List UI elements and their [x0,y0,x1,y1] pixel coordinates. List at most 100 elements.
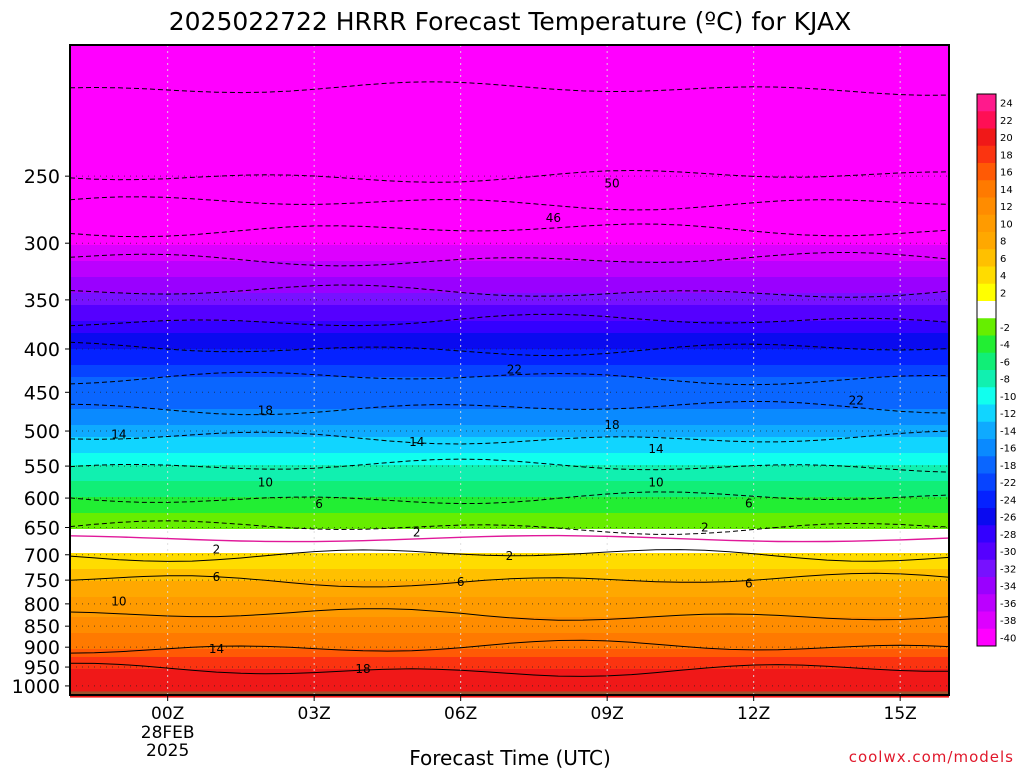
temperature-band [70,617,949,622]
chart-title: 2025022722 HRRR Forecast Temperature (ºC… [169,7,851,36]
isotherm-line [69,639,950,654]
colorbar-label: -40 [1000,633,1016,644]
colorbar-swatch [977,128,996,147]
isotherm-line [69,549,950,562]
temperature-band [70,237,949,242]
temperature-band [70,121,949,126]
temperature-band [70,589,949,594]
temperature-band [70,449,949,454]
colorbar-swatch [977,542,996,561]
temperature-band [70,657,949,662]
contour-label: 14 [409,435,424,449]
colorbar-swatch [977,611,996,630]
temperature-band [70,177,949,182]
temperature-band [70,525,949,530]
temperature-band [70,253,949,258]
temperature-band [70,521,949,526]
temperature-band [70,289,949,294]
pressure-tick-label: 350 [24,290,60,312]
temperature-band [70,493,949,498]
isotherm-line [69,520,950,535]
colorbar-swatch [977,559,996,578]
temperature-band [70,357,949,362]
colorbar-label: -22 [1000,478,1016,489]
time-tick-sublabel: 2025 [146,741,189,761]
colorbar-label: -30 [1000,547,1016,558]
temperature-band [70,161,949,166]
colorbar-swatch [977,266,996,285]
temperature-band [70,549,949,554]
temperature-band [70,281,949,286]
temperature-band [70,197,949,202]
temperature-band [70,269,949,274]
colorbar-label: -34 [1000,582,1016,593]
pressure-tick-label: 600 [24,488,60,510]
temperature-band [70,393,949,398]
temperature-band [70,649,949,654]
temperature-band [70,389,949,394]
temperature-band [70,489,949,494]
temperature-band [70,597,949,602]
colorbar-label: -12 [1000,409,1016,420]
contour-label: 18 [355,662,370,676]
colorbar-swatch [977,197,996,216]
temperature-band [70,601,949,606]
pressure-tick-label: 650 [24,518,60,540]
temperature-band [70,613,949,618]
isotherm-line [69,371,950,386]
temperature-band [70,561,949,566]
temperature-band [70,141,949,146]
colorbar-swatch [977,490,996,509]
colorbar-legend: 24 22 20 18 16 14 12 10 8 6 4 2 -2 -4 -6 -8 -10 -12 -14 -16… [976,93,1016,647]
colorbar-label: 10 [1000,219,1013,230]
colorbar-label: -6 [1000,357,1010,368]
temperature-band [70,673,949,678]
temperature-band [70,69,949,74]
colorbar-swatch [977,232,996,250]
temperature-band [70,513,949,518]
colorbar-swatch [977,180,996,198]
pressure-tick-label: 900 [24,637,60,659]
temperature-band [70,501,949,506]
temperature-band [70,57,949,62]
temperature-band [70,229,949,234]
temperature-band [70,425,949,430]
temperature-band [70,445,949,450]
temperature-bands [70,45,949,698]
isotherm-line [69,196,950,211]
temperature-band [70,81,949,86]
temperature-band [70,481,949,486]
temperature-band [70,421,949,426]
temperature-band [70,605,949,610]
colorbar-swatch [977,163,996,181]
colorbar-swatch [977,335,996,354]
temperature-band [70,465,949,470]
temperature-band [70,329,949,334]
temperature-band [70,305,949,310]
temperature-band [70,417,949,422]
colorbar-label: 8 [1000,237,1006,248]
isotherm-line [69,458,950,473]
temperature-band [70,301,949,306]
temperature-band [70,125,949,130]
temperature-band [70,249,949,254]
contour-label: 10 [111,595,126,609]
temperature-band [70,625,949,630]
temperature-band [70,77,949,82]
temperature-band [70,573,949,578]
temperature-band [70,261,949,266]
temperature-band [70,533,949,538]
temperature-band [70,337,949,342]
temperature-band [70,333,949,338]
temperature-band [70,201,949,206]
temperature-band [70,469,949,474]
contour-label: 6 [745,577,753,591]
temperature-band [70,345,949,350]
colorbar-label: -8 [1000,375,1010,386]
x-axis-label: Forecast Time (UTC) [409,746,611,768]
isotherm-line [69,251,950,267]
pressure-axis: 2503003504004505005506006507007508008509… [12,166,70,698]
temperature-band [70,93,949,98]
